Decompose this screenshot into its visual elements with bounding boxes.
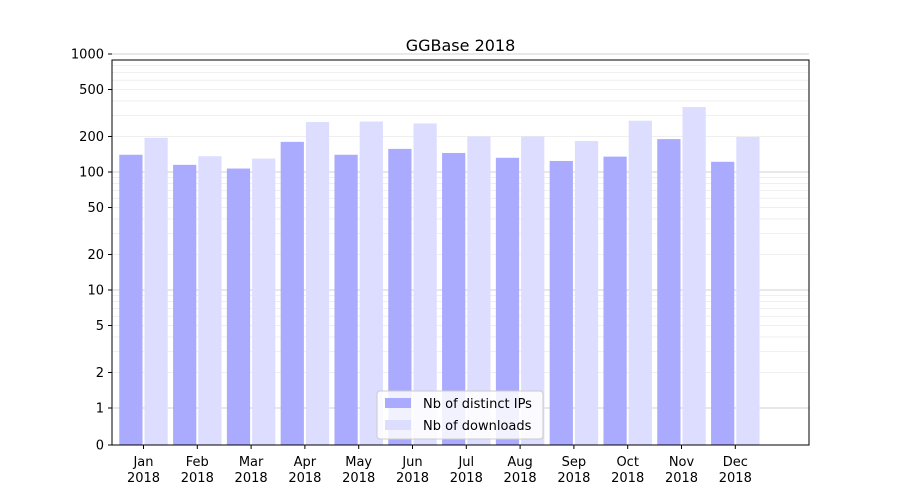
legend: Nb of distinct IPs Nb of downloads — [376, 390, 544, 440]
bar-distinct-ips — [280, 141, 304, 445]
x-tick-label-month: Aug — [507, 455, 532, 470]
y-tick-label: 10 — [87, 284, 104, 299]
x-tick-label-year: 2018 — [611, 471, 644, 486]
bar-downloads — [682, 107, 706, 445]
x-tick-label-year: 2018 — [557, 471, 590, 486]
y-tick-label: 100 — [79, 166, 104, 181]
x-tick-label-month: Mar — [239, 455, 264, 470]
legend-box — [376, 390, 544, 440]
x-axis: Jan2018Feb2018Mar2018Apr2018May2018Jun20… — [127, 445, 752, 486]
bar-downloads — [198, 156, 222, 445]
y-tick-label: 1 — [96, 402, 104, 417]
bar-distinct-ips — [119, 154, 143, 445]
x-tick-label-year: 2018 — [288, 471, 321, 486]
legend-label-downloads: Nb of downloads — [423, 419, 532, 434]
plot-frame — [111, 59, 810, 446]
x-tick-label-month: May — [345, 455, 372, 470]
x-tick-label-year: 2018 — [235, 471, 268, 486]
x-tick-label-month: Feb — [186, 455, 209, 470]
x-tick-label-month: Jan — [132, 455, 153, 470]
y-tick-label: 50 — [87, 201, 104, 216]
bar-distinct-ips — [657, 139, 681, 446]
legend-swatch-distinct-ips — [385, 398, 411, 408]
y-axis: 0 1 2 5 10 20 50 100 200 500 1000 — [71, 48, 112, 454]
x-tick-label-month: Dec — [723, 455, 748, 470]
bar-distinct-ips — [173, 164, 197, 446]
x-tick-label-month: Apr — [294, 455, 317, 470]
bar-distinct-ips — [603, 156, 627, 446]
y-tick-label: 2 — [96, 366, 104, 381]
chart-title: GGBase 2018 — [406, 36, 516, 55]
x-tick-label-year: 2018 — [342, 471, 375, 486]
bar-downloads — [359, 121, 383, 445]
bar-downloads — [628, 120, 652, 445]
bar-downloads — [305, 122, 330, 446]
x-tick-label-year: 2018 — [504, 471, 537, 486]
x-tick-label-year: 2018 — [719, 471, 752, 486]
x-tick-label-month: Sep — [562, 455, 587, 470]
bar-distinct-ips — [388, 148, 412, 445]
x-tick-label-year: 2018 — [127, 471, 160, 486]
bar-distinct-ips — [226, 168, 251, 445]
bar-distinct-ips — [711, 161, 735, 445]
y-tick-label: 500 — [79, 83, 104, 98]
bar-downloads — [144, 137, 168, 445]
bar-downloads — [521, 136, 545, 445]
x-tick-label-year: 2018 — [396, 471, 429, 486]
x-tick-label-month: Jul — [457, 455, 474, 470]
bar-downloads — [413, 123, 437, 446]
y-tick-label: 200 — [79, 130, 104, 145]
bar-downloads — [574, 141, 599, 446]
x-tick-label-year: 2018 — [665, 471, 698, 486]
bar-distinct-ips — [442, 152, 466, 446]
y-tick-label: 0 — [96, 439, 104, 454]
x-tick-label-year: 2018 — [181, 471, 214, 486]
y-tick-label: 5 — [96, 319, 104, 334]
bar-downloads — [736, 136, 760, 445]
legend-swatch-downloads — [385, 420, 411, 430]
bar-distinct-ips — [334, 154, 358, 445]
x-tick-label-month: Nov — [669, 455, 695, 470]
bar-downloads — [467, 136, 491, 445]
y-tick-label: 20 — [87, 248, 104, 263]
x-tick-label-year: 2018 — [450, 471, 483, 486]
legend-label-distinct-ips: Nb of distinct IPs — [423, 397, 532, 412]
x-tick-label-month: Oct — [616, 455, 638, 470]
bar-distinct-ips — [549, 160, 573, 445]
bar-downloads — [252, 158, 276, 445]
bars — [119, 107, 760, 446]
bar-distinct-ips — [495, 157, 520, 445]
y-tick-label: 1000 — [71, 48, 104, 63]
x-tick-label-month: Jun — [401, 455, 422, 470]
